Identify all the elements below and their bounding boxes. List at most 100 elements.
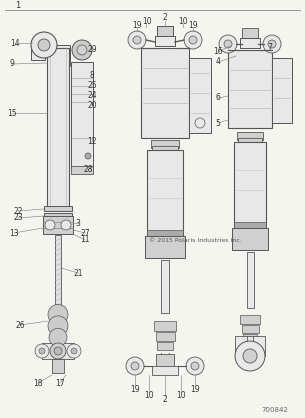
Bar [242, 28, 258, 38]
Bar [43, 216, 73, 234]
Circle shape [38, 39, 50, 51]
Circle shape [195, 118, 205, 128]
Text: 15: 15 [7, 109, 17, 117]
Text: 19: 19 [132, 20, 142, 30]
Text: 10: 10 [142, 16, 152, 25]
Circle shape [191, 362, 199, 370]
Bar [232, 228, 268, 250]
Circle shape [219, 35, 237, 53]
Circle shape [85, 153, 91, 159]
Bar [272, 58, 292, 123]
Bar [44, 206, 72, 211]
Bar [238, 138, 262, 146]
Text: 5: 5 [216, 118, 221, 127]
Bar [141, 48, 189, 138]
Text: 26: 26 [15, 321, 25, 329]
Bar [156, 354, 174, 368]
Circle shape [131, 362, 139, 370]
Circle shape [235, 341, 265, 371]
Text: 700842: 700842 [262, 407, 288, 413]
Bar [55, 235, 61, 308]
Text: 19: 19 [130, 385, 140, 395]
Text: 10: 10 [178, 16, 188, 25]
Circle shape [224, 40, 232, 48]
Bar [247, 252, 254, 308]
Bar [157, 26, 173, 36]
Text: 12: 12 [87, 138, 97, 146]
Circle shape [50, 343, 66, 359]
Circle shape [48, 316, 68, 336]
Circle shape [45, 220, 55, 230]
Bar [155, 36, 175, 46]
Text: 16: 16 [213, 48, 223, 56]
Bar [54, 45, 70, 60]
Bar [242, 325, 259, 333]
Bar [52, 359, 64, 373]
Bar [152, 146, 178, 154]
Text: 24: 24 [87, 91, 97, 99]
Bar [156, 332, 175, 341]
Bar [234, 142, 266, 230]
Text: 14: 14 [10, 39, 20, 48]
Text: 18: 18 [33, 379, 43, 387]
Bar [54, 58, 70, 66]
Bar [235, 336, 265, 356]
Bar [239, 144, 261, 152]
Text: 3: 3 [76, 219, 81, 227]
Bar [71, 166, 93, 174]
Circle shape [61, 220, 71, 230]
Text: 25: 25 [87, 81, 97, 89]
Circle shape [72, 40, 92, 60]
Bar [189, 58, 211, 133]
Circle shape [133, 36, 141, 44]
Circle shape [77, 45, 87, 55]
Bar [154, 321, 176, 331]
Bar [147, 230, 183, 238]
Bar [161, 260, 169, 313]
Circle shape [35, 344, 49, 358]
Circle shape [184, 31, 202, 49]
Circle shape [243, 349, 257, 363]
Text: 19: 19 [190, 385, 200, 395]
Circle shape [268, 40, 276, 48]
Text: 7: 7 [267, 43, 272, 53]
Circle shape [71, 348, 77, 354]
Text: 4: 4 [216, 58, 221, 66]
Bar [44, 213, 72, 218]
Text: 28: 28 [83, 166, 93, 174]
Text: © 2015 Polaris Industries Inc.: © 2015 Polaris Industries Inc. [149, 237, 242, 242]
Bar [237, 132, 263, 140]
Text: 23: 23 [13, 214, 23, 222]
Bar [151, 140, 179, 148]
Circle shape [31, 32, 57, 58]
Text: 8: 8 [90, 71, 94, 79]
Text: 2: 2 [163, 13, 167, 23]
Text: 6: 6 [216, 94, 221, 102]
Bar [47, 48, 69, 208]
Circle shape [54, 347, 62, 355]
Bar [228, 50, 272, 128]
Circle shape [48, 304, 68, 324]
Bar [240, 38, 260, 48]
Circle shape [126, 357, 144, 375]
Text: 17: 17 [55, 379, 65, 387]
Circle shape [128, 31, 146, 49]
Text: 9: 9 [9, 59, 14, 69]
Text: 29: 29 [87, 46, 97, 54]
Bar [31, 45, 45, 60]
Bar [42, 343, 74, 359]
Text: 11: 11 [80, 235, 90, 245]
Bar [145, 236, 185, 258]
Text: 19: 19 [188, 20, 198, 30]
Bar [157, 342, 173, 350]
Bar [147, 150, 183, 238]
Text: 13: 13 [9, 229, 19, 237]
Text: 27: 27 [80, 229, 90, 237]
Circle shape [49, 328, 67, 346]
Circle shape [263, 35, 281, 53]
Text: 20: 20 [87, 100, 97, 110]
Circle shape [186, 357, 204, 375]
Circle shape [39, 348, 45, 354]
Bar [240, 315, 260, 324]
Text: 10: 10 [176, 392, 186, 400]
